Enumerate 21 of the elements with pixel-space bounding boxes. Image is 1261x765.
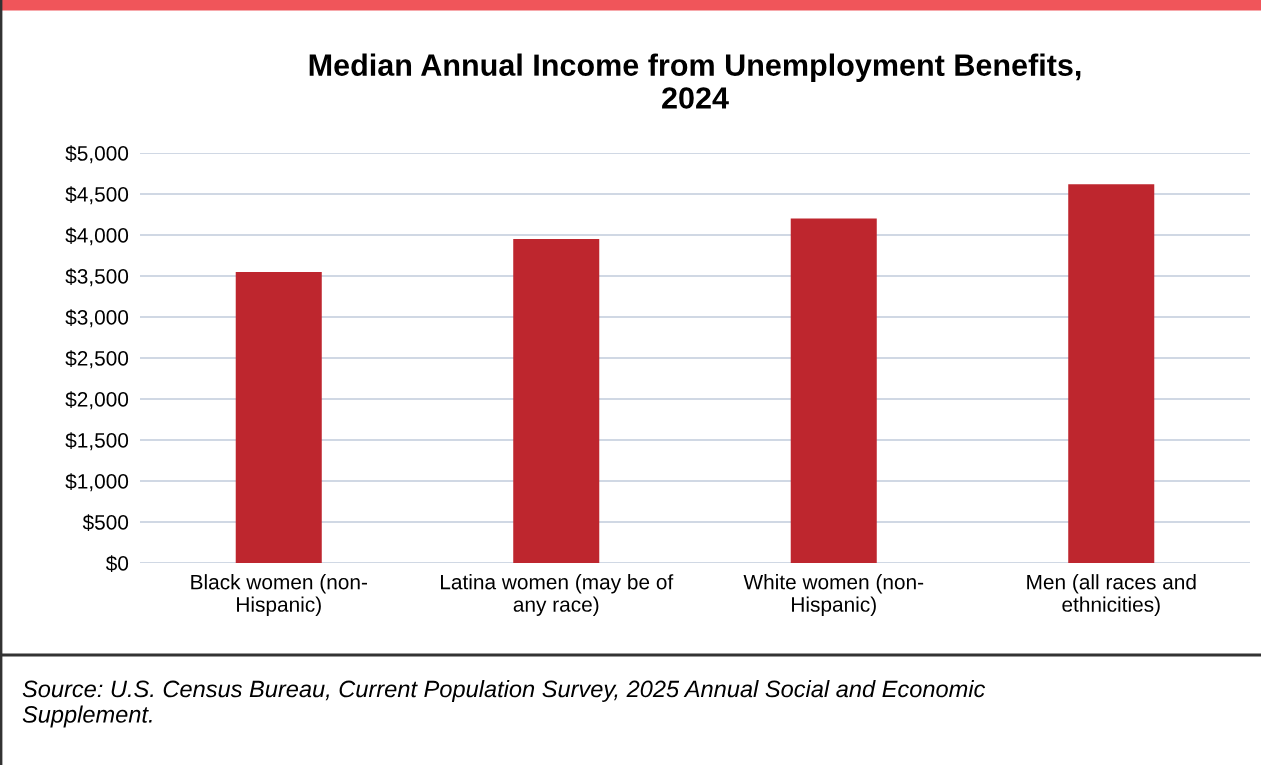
bar: [513, 239, 600, 563]
y-tick-label: $4,000: [65, 227, 129, 246]
x-tick-label: Men (all races and ethnicities): [1027, 574, 1196, 616]
y-tick-label: $3,500: [65, 268, 129, 287]
y-tick-label: $1,500: [65, 432, 129, 451]
y-tick-label: $2,500: [65, 350, 129, 369]
y-tick-label: $1,000: [65, 473, 129, 492]
bar: [790, 218, 877, 563]
x-tick-label: White women (non- Hispanic): [743, 574, 924, 616]
y-tick-label: $2,000: [65, 391, 129, 410]
y-tick-label: $4,500: [65, 186, 129, 205]
x-tick-label: Latina women (may be of any race): [441, 574, 674, 616]
y-tick-label: $5,000: [65, 145, 129, 164]
bar: [235, 271, 322, 563]
y-tick-label: $0: [105, 555, 129, 572]
chart-title: Median Annual Income from Unemployment Benefits, 2024: [309, 53, 1081, 109]
source-note: Source: U.S. Census Bureau, Current Population Survey, 2025 Annual Social and Economic Supplement.: [22, 680, 986, 728]
bar: [1068, 184, 1155, 563]
y-tick-label: $500: [82, 514, 129, 531]
y-tick-label: $3,000: [65, 309, 129, 328]
x-tick-label: Black women (non- Hispanic): [191, 574, 367, 616]
